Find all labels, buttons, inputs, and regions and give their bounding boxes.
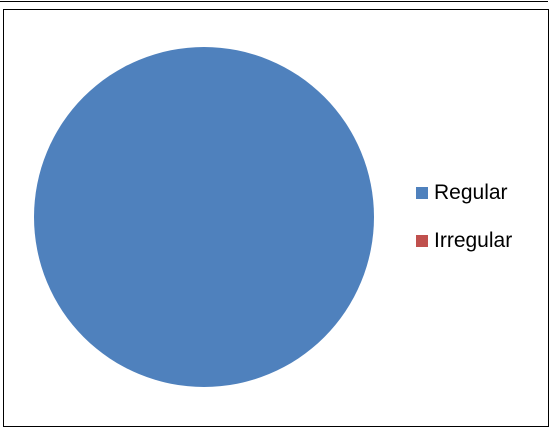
legend-swatch-regular — [416, 187, 428, 199]
legend: Regular Irregular — [416, 180, 512, 276]
pie-slice-regular — [34, 47, 374, 387]
legend-label-regular: Regular — [434, 181, 508, 204]
legend-label-irregular: Irregular — [434, 229, 513, 252]
legend-item-irregular: Irregular — [416, 228, 512, 254]
top-divider — [0, 1, 548, 2]
legend-item-regular: Regular — [416, 180, 512, 206]
legend-swatch-irregular — [416, 235, 428, 247]
